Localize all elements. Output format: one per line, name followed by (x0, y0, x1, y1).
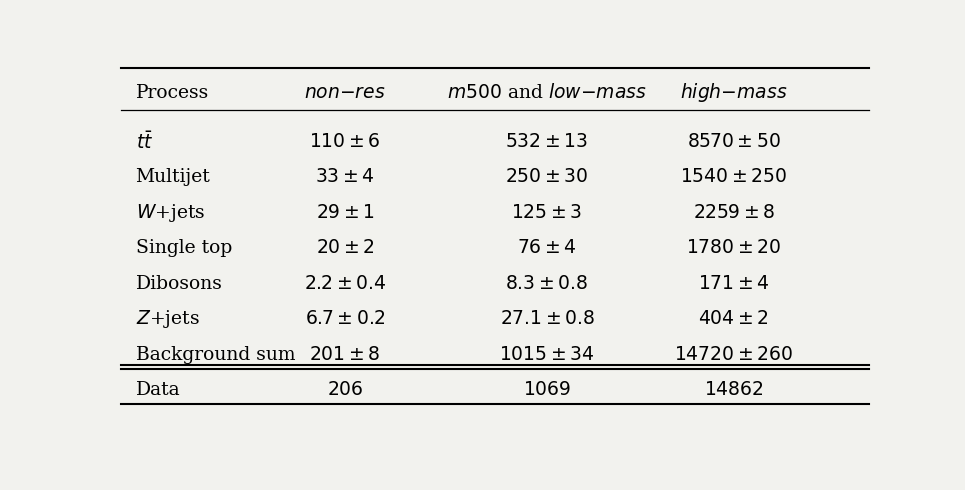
Text: $201 \pm 8$: $201 \pm 8$ (309, 345, 381, 364)
Text: $171 \pm 4$: $171 \pm 4$ (698, 275, 770, 293)
Text: $1069$: $1069$ (523, 381, 571, 399)
Text: $2259 \pm 8$: $2259 \pm 8$ (693, 204, 775, 222)
Text: $27.1 \pm 0.8$: $27.1 \pm 0.8$ (500, 310, 594, 328)
Text: $high\mathit{-}mass$: $high\mathit{-}mass$ (680, 81, 787, 104)
Text: $t\bar{t}$: $t\bar{t}$ (135, 131, 152, 153)
Text: Background sum: Background sum (135, 345, 295, 364)
Text: $76 \pm 4$: $76 \pm 4$ (517, 239, 577, 257)
Text: $1540 \pm 250$: $1540 \pm 250$ (680, 168, 787, 186)
Text: $14862$: $14862$ (704, 381, 763, 399)
Text: Process: Process (135, 84, 208, 102)
Text: $Z$+jets: $Z$+jets (135, 308, 200, 330)
Text: $20 \pm 2$: $20 \pm 2$ (316, 239, 374, 257)
Text: Single top: Single top (135, 239, 232, 257)
Text: $14720 \pm 260$: $14720 \pm 260$ (675, 345, 793, 364)
Text: Dibosons: Dibosons (135, 275, 223, 293)
Text: Data: Data (135, 381, 180, 399)
Text: $404 \pm 2$: $404 \pm 2$ (699, 310, 769, 328)
Text: $m500$ and $low\mathit{-}mass$: $m500$ and $low\mathit{-}mass$ (447, 83, 647, 102)
Text: $1015 \pm 34$: $1015 \pm 34$ (499, 345, 594, 364)
Text: $2.2 \pm 0.4$: $2.2 \pm 0.4$ (304, 275, 386, 293)
Text: Multijet: Multijet (135, 168, 210, 186)
Text: $110 \pm 6$: $110 \pm 6$ (309, 133, 381, 151)
Text: $8.3 \pm 0.8$: $8.3 \pm 0.8$ (506, 275, 589, 293)
Text: $125 \pm 3$: $125 \pm 3$ (511, 204, 583, 222)
Text: $non\mathit{-}res$: $non\mathit{-}res$ (304, 84, 386, 102)
Text: $W$+jets: $W$+jets (135, 202, 205, 224)
Text: $250 \pm 30$: $250 \pm 30$ (506, 168, 589, 186)
Text: $8570 \pm 50$: $8570 \pm 50$ (687, 133, 781, 151)
Text: $6.7 \pm 0.2$: $6.7 \pm 0.2$ (305, 310, 385, 328)
Text: $532 \pm 13$: $532 \pm 13$ (506, 133, 589, 151)
Text: $206$: $206$ (327, 381, 363, 399)
Text: $29 \pm 1$: $29 \pm 1$ (316, 204, 374, 222)
Text: $1780 \pm 20$: $1780 \pm 20$ (686, 239, 782, 257)
Text: $33 \pm 4$: $33 \pm 4$ (316, 168, 374, 186)
